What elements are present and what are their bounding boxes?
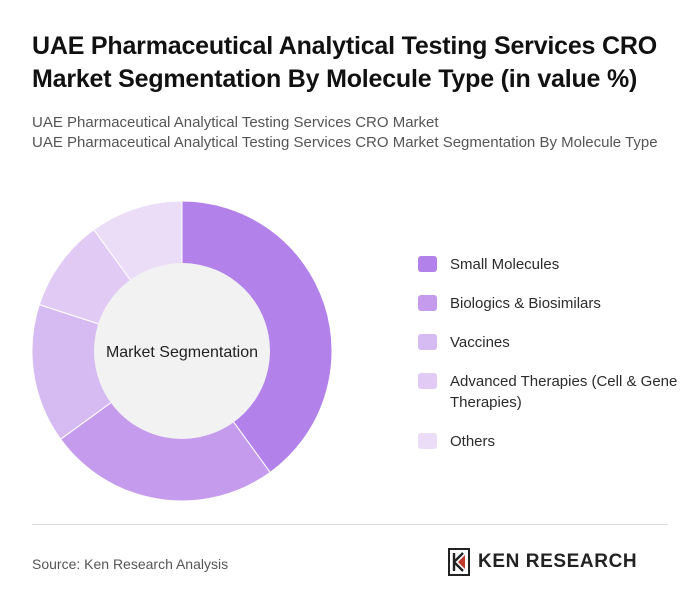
donut-center-label: Market Segmentation [106, 344, 258, 361]
source-note: Source: Ken Research Analysis [32, 556, 229, 572]
legend-label: Vaccines [450, 334, 510, 351]
legend-item[interactable]: Others [418, 431, 678, 452]
legend-swatch [418, 433, 437, 449]
chart-title: UAE Pharmaceutical Analytical Testing Se… [32, 32, 657, 93]
legend-swatch [418, 295, 437, 311]
subtitle-line-2: UAE Pharmaceutical Analytical Testing Se… [32, 134, 658, 151]
legend-swatch [418, 373, 437, 389]
legend-swatch [418, 256, 437, 272]
donut-hole [94, 263, 270, 439]
footer-divider [32, 524, 668, 525]
legend-item[interactable]: Biologics & Biosimilars [418, 293, 678, 314]
subtitle-line-1: UAE Pharmaceutical Analytical Testing Se… [32, 114, 439, 131]
donut-chart: Market Segmentation [31, 200, 333, 502]
legend-item[interactable]: Small Molecules [418, 254, 678, 275]
legend-label: Small Molecules [450, 256, 560, 273]
legend-item[interactable]: Vaccines [418, 332, 678, 353]
legend-label: Others [450, 433, 496, 450]
ken-research-logo-icon [448, 548, 470, 576]
chart-subtitle: UAE Pharmaceutical Analytical Testing Se… [32, 113, 672, 153]
legend-item[interactable]: Advanced Therapies (Cell & Gene Therapie… [418, 371, 678, 413]
logo-text: KEN RESEARCH [478, 551, 638, 572]
ken-research-logo: KEN RESEARCH [448, 548, 637, 576]
chart-legend: Small Molecules Biologics & Biosimilars Va… [418, 254, 678, 470]
legend-label: Advanced Therapies (Cell & Gene Therapie… [450, 373, 678, 411]
legend-swatch [418, 334, 437, 350]
legend-label: Biologics & Biosimilars [450, 295, 601, 312]
